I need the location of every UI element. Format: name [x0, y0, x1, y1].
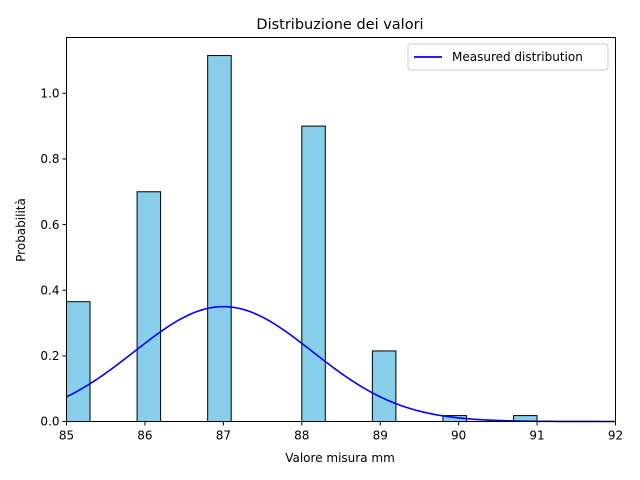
histogram-bar-1: [136, 191, 162, 422]
histogram-bar-4: [371, 350, 397, 422]
y-axis-label: Probabilità: [14, 198, 28, 262]
y-tick-label-0.0: 0.0: [40, 415, 59, 429]
y-tick-label-0.8: 0.8: [40, 152, 59, 166]
y-axis-ticks: 0.0 0.2 0.4 0.6 0.8 1.0: [40, 86, 67, 429]
histogram-bar-0: [66, 301, 91, 423]
x-tick-label-92: 92: [608, 429, 623, 443]
y-tick-label-0.2: 0.2: [40, 349, 59, 363]
x-axis-label: Valore misura mm: [285, 451, 395, 465]
y-tick-label-1.0: 1.0: [40, 86, 59, 100]
x-tick-label-90: 90: [451, 429, 466, 443]
x-tick-label-85: 85: [59, 429, 74, 443]
legend-box: [407, 43, 609, 71]
histogram-bars: [66, 55, 538, 423]
plot-frame: [66, 37, 616, 422]
histogram-bar-3: [301, 125, 326, 422]
y-tick-label-0.4: 0.4: [40, 283, 59, 297]
histogram-bar-2: [207, 55, 232, 423]
x-tick-label-91: 91: [529, 429, 544, 443]
chart-title: Distribuzione dei valori: [256, 17, 423, 33]
x-tick-label-87: 87: [216, 429, 231, 443]
x-tick-label-89: 89: [373, 429, 388, 443]
y-tick-label-0.6: 0.6: [40, 218, 59, 232]
legend: Measured distribution: [407, 43, 609, 71]
x-tick-label-88: 88: [294, 429, 309, 443]
legend-entry-measured-distribution: Measured distribution: [452, 50, 583, 64]
x-axis-ticks: 85 86 87 88 89 90 91 92: [59, 421, 623, 443]
x-tick-label-86: 86: [137, 429, 152, 443]
